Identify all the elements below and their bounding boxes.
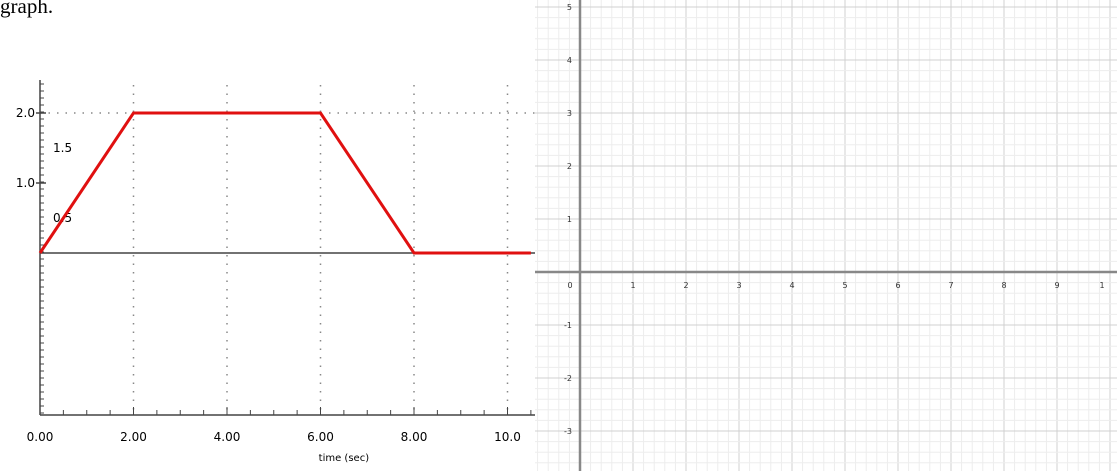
y-tick-label: 3: [567, 109, 572, 118]
y-tick-label: 2.0: [16, 106, 35, 120]
y-tick-label: 2: [567, 162, 572, 171]
y-tick-label: -3: [564, 427, 572, 436]
x-tick-label: 8.00: [401, 430, 428, 444]
x-tick-label: 0: [567, 281, 572, 290]
x-tick-label: 3: [736, 281, 741, 290]
x-tick-label: 4.00: [214, 430, 241, 444]
caption-text: graph.: [0, 0, 54, 18]
x-axis-title: time (sec): [319, 453, 370, 464]
x-tick-label: 9: [1054, 281, 1059, 290]
annotation-label: 1.5: [53, 141, 72, 155]
x-tick-label: 6.00: [307, 430, 334, 444]
y-tick-label: 1: [567, 215, 572, 224]
x-tick-label: 2: [683, 281, 688, 290]
x-tick-label: 2.00: [120, 430, 147, 444]
x-tick-label: 7: [948, 281, 953, 290]
x-tick-label: 1: [1100, 281, 1105, 290]
x-tick-label: 4: [789, 281, 794, 290]
x-tick-label: 5: [842, 281, 847, 290]
blank-grid-chart: -10123456789154321-1-2-3: [535, 0, 1117, 471]
x-tick-label: 0.00: [27, 430, 54, 444]
velocity-series-line: [38, 111, 531, 255]
velocity-time-chart: 0.00 2.00 4.00 6.00 8.00 10.02.01.01.50.5time…: [16, 80, 535, 464]
y-tick-label: 4: [567, 56, 572, 65]
x-tick-label: 1: [630, 281, 635, 290]
y-tick-label: -1: [564, 321, 572, 330]
y-tick-label: -2: [564, 374, 572, 383]
y-tick-label: 1.0: [16, 176, 35, 190]
x-tick-label: 8: [1001, 281, 1006, 290]
x-tick-label: 10.0: [494, 430, 521, 444]
x-tick-label: 6: [895, 281, 900, 290]
y-tick-label: 5: [567, 3, 572, 12]
